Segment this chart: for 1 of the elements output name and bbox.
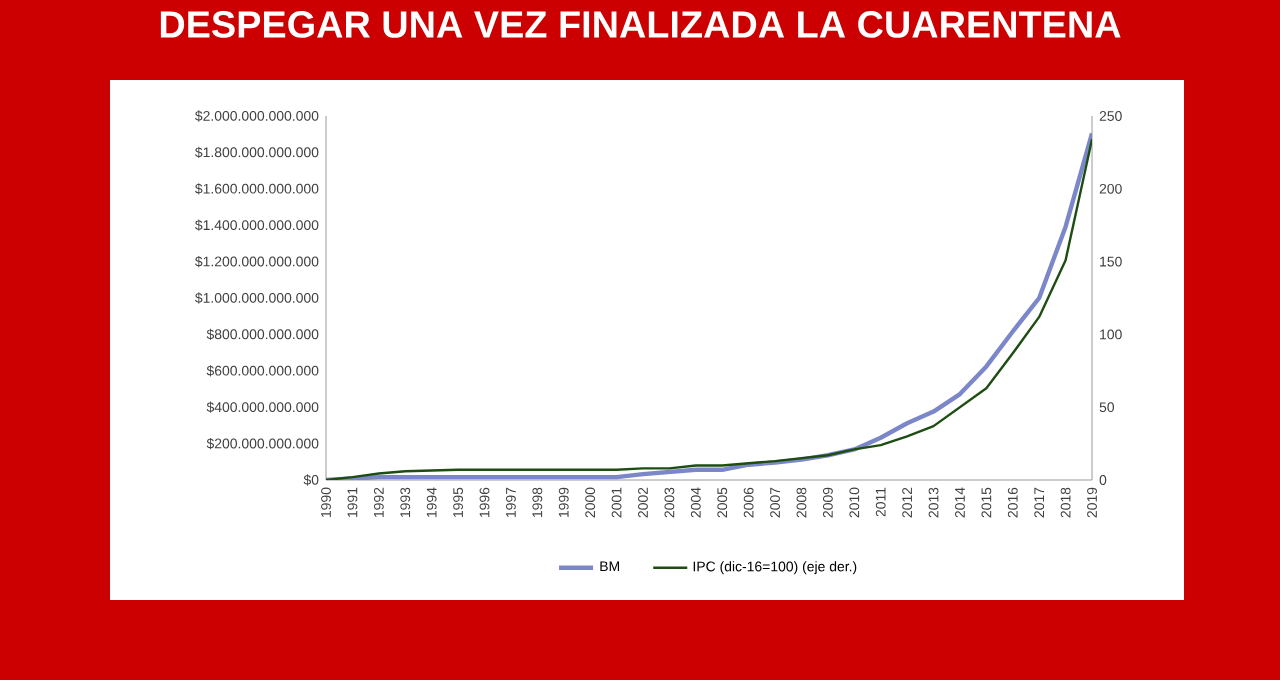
chart-title: DESPEGAR UNA VEZ FINALIZADA LA CUARENTENA xyxy=(160,11,1121,38)
